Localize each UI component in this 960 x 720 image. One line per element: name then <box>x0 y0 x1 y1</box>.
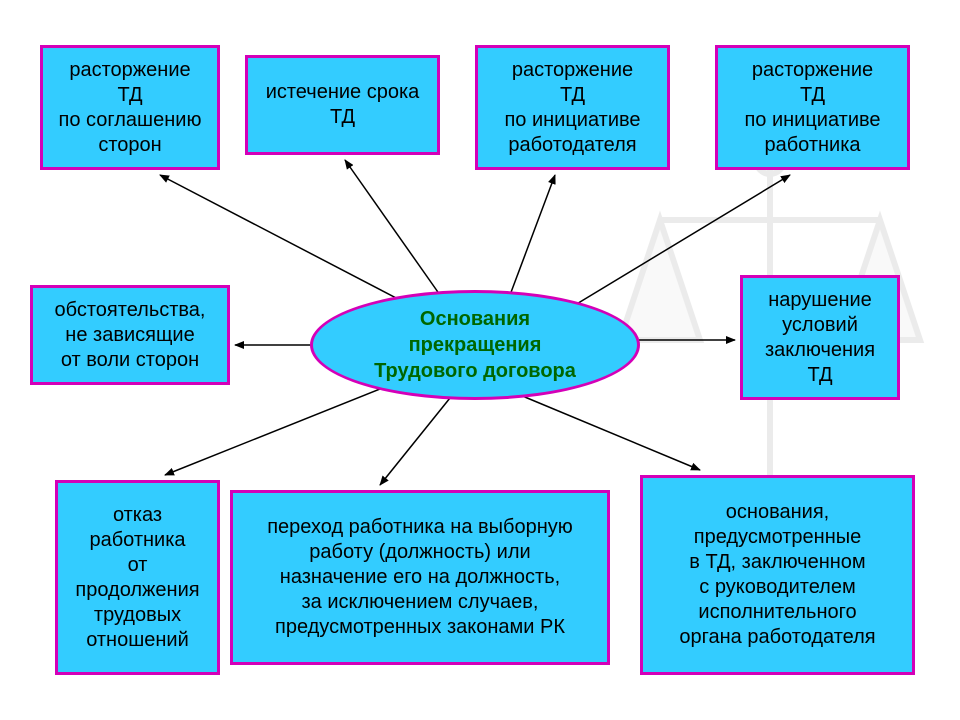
center-topic: ОснованияпрекращенияТрудового договора <box>310 290 640 400</box>
center-label: ОснованияпрекращенияТрудового договора <box>374 306 576 384</box>
node-label: расторжениеТДпо инициативеработника <box>744 58 880 158</box>
node-box: основания,предусмотренныев ТД, заключенн… <box>640 475 915 675</box>
node-box: расторжениеТДпо инициативеработника <box>715 45 910 170</box>
node-box: истечение срокаТД <box>245 55 440 155</box>
node-box: переход работника на выборнуюработу (дол… <box>230 490 610 665</box>
node-label: расторжениеТДпо соглашениюсторон <box>59 58 202 158</box>
node-label: переход работника на выборнуюработу (дол… <box>267 515 573 640</box>
node-label: расторжениеТДпо инициативеработодателя <box>504 58 640 158</box>
node-label: основания,предусмотренныев ТД, заключенн… <box>679 500 875 650</box>
node-label: истечение срокаТД <box>266 80 420 130</box>
node-label: отказработникаотпродолжениятрудовыхотнош… <box>75 503 199 653</box>
node-box: отказработникаотпродолжениятрудовыхотнош… <box>55 480 220 675</box>
node-box: обстоятельства,не зависящиеот воли сторо… <box>30 285 230 385</box>
node-label: обстоятельства,не зависящиеот воли сторо… <box>55 298 206 373</box>
node-label: нарушениеусловийзаключенияТД <box>765 288 875 388</box>
diagram-canvas: ОснованияпрекращенияТрудового договора р… <box>0 0 960 720</box>
node-box: расторжениеТДпо соглашениюсторон <box>40 45 220 170</box>
node-box: расторжениеТДпо инициативеработодателя <box>475 45 670 170</box>
node-box: нарушениеусловийзаключенияТД <box>740 275 900 400</box>
